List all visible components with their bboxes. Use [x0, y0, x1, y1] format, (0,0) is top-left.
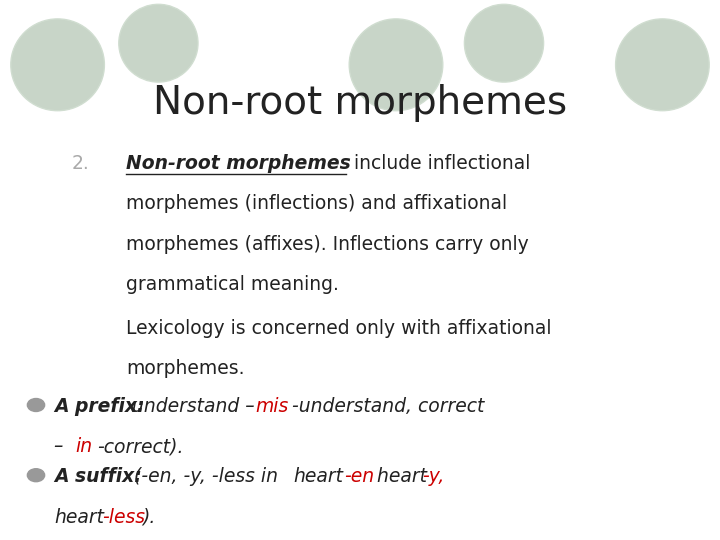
Text: morphemes (affixes). Inflections carry only: morphemes (affixes). Inflections carry o…	[126, 235, 528, 254]
Text: -understand, correct: -understand, correct	[292, 397, 484, 416]
Text: grammatical meaning.: grammatical meaning.	[126, 275, 339, 294]
Text: mis: mis	[256, 397, 289, 416]
Text: heart: heart	[54, 508, 104, 526]
Text: Non-root morphemes: Non-root morphemes	[153, 84, 567, 122]
Text: (-en, -y, -less in: (-en, -y, -less in	[128, 467, 284, 486]
Ellipse shape	[119, 4, 198, 82]
Circle shape	[27, 399, 45, 411]
Text: -correct).: -correct).	[97, 437, 184, 456]
Text: 2.: 2.	[72, 154, 90, 173]
Ellipse shape	[349, 19, 443, 111]
Text: understand –: understand –	[126, 397, 261, 416]
Text: heart: heart	[371, 467, 427, 486]
Circle shape	[27, 469, 45, 482]
Text: heart: heart	[294, 467, 343, 486]
Text: in: in	[76, 437, 93, 456]
Text: -less: -less	[102, 508, 145, 526]
Text: morphemes.: morphemes.	[126, 359, 245, 378]
Text: A prefix:: A prefix:	[54, 397, 145, 416]
Text: ).: ).	[143, 508, 156, 526]
Ellipse shape	[616, 19, 709, 111]
Ellipse shape	[11, 19, 104, 111]
Text: A suffix:: A suffix:	[54, 467, 142, 486]
Text: include inflectional: include inflectional	[348, 154, 530, 173]
Ellipse shape	[464, 4, 544, 82]
Text: morphemes (inflections) and affixational: morphemes (inflections) and affixational	[126, 194, 507, 213]
Text: -en: -en	[344, 467, 374, 486]
Text: Lexicology is concerned only with affixational: Lexicology is concerned only with affixa…	[126, 319, 552, 338]
Text: Non-root morphemes: Non-root morphemes	[126, 154, 351, 173]
Text: -y,: -y,	[422, 467, 444, 486]
Text: –: –	[54, 437, 69, 456]
